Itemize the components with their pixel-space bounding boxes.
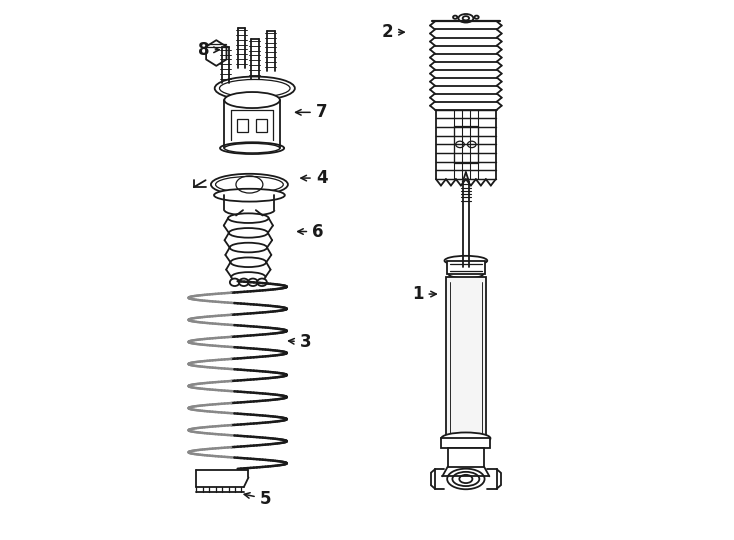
Text: 6: 6 — [298, 222, 324, 240]
Ellipse shape — [445, 256, 487, 266]
Ellipse shape — [447, 469, 484, 489]
Ellipse shape — [452, 472, 479, 486]
Ellipse shape — [459, 14, 473, 23]
Ellipse shape — [230, 258, 266, 267]
Ellipse shape — [229, 228, 268, 238]
Text: 7: 7 — [296, 103, 327, 122]
Bar — [441, 438, 490, 448]
Ellipse shape — [459, 475, 473, 483]
Text: 8: 8 — [198, 41, 219, 59]
Ellipse shape — [239, 279, 249, 286]
Text: 3: 3 — [288, 333, 311, 351]
Ellipse shape — [214, 77, 295, 100]
Text: 2: 2 — [382, 23, 404, 41]
Text: 4: 4 — [301, 169, 327, 187]
Bar — [446, 276, 486, 438]
Ellipse shape — [228, 213, 269, 223]
Ellipse shape — [211, 174, 288, 195]
Ellipse shape — [225, 92, 280, 108]
Bar — [237, 119, 248, 132]
Ellipse shape — [248, 279, 258, 286]
Bar — [446, 261, 485, 274]
Text: 5: 5 — [244, 490, 271, 508]
Ellipse shape — [231, 272, 266, 282]
Ellipse shape — [220, 142, 284, 154]
Ellipse shape — [257, 279, 267, 286]
Bar — [448, 448, 484, 467]
Bar — [256, 119, 267, 132]
Ellipse shape — [230, 279, 239, 286]
Text: 1: 1 — [412, 285, 436, 303]
Ellipse shape — [230, 243, 267, 252]
Ellipse shape — [441, 433, 490, 444]
Ellipse shape — [214, 189, 285, 201]
